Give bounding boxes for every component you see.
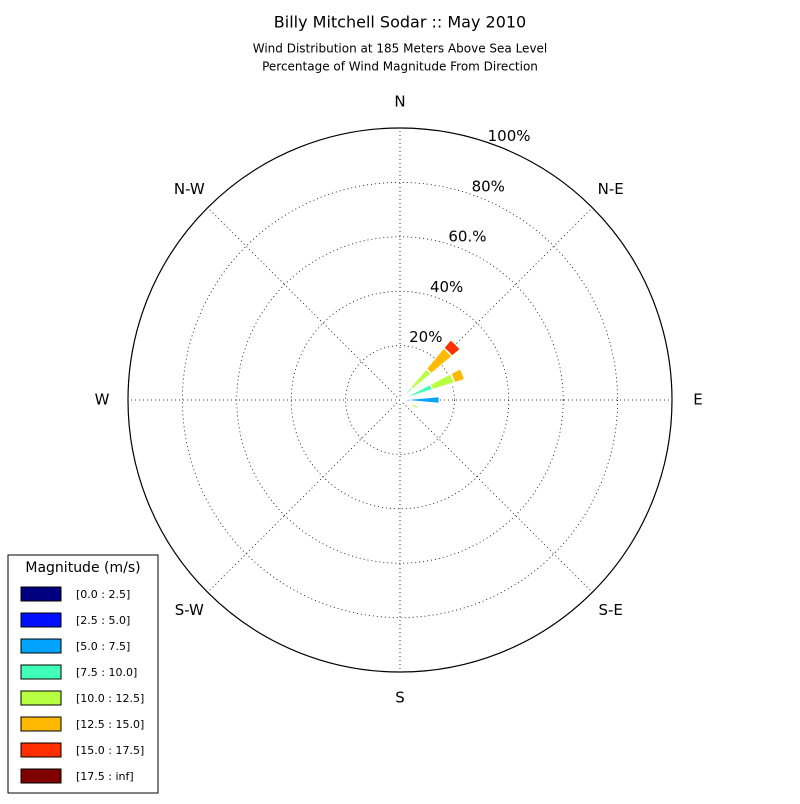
angle-label: N: [394, 93, 405, 111]
legend-swatch: [20, 716, 62, 732]
legend-label: [2.5 : 5.0]: [76, 614, 130, 627]
legend-swatch: [20, 638, 62, 654]
spoke: [207, 207, 401, 401]
legend-label: [12.5 : 15.0]: [76, 718, 144, 731]
grid-ring: [181, 181, 619, 619]
legend-label: [10.0 : 12.5]: [76, 692, 144, 705]
legend-swatch: [20, 742, 62, 758]
angle-label: E: [693, 391, 702, 409]
wedge: [410, 395, 441, 405]
wedge: [409, 402, 420, 410]
legend-swatch: [20, 664, 62, 680]
legend-label: [17.5 : inf]: [76, 770, 134, 783]
outer-ring: [127, 127, 673, 673]
spoke: [207, 399, 401, 593]
wedge: [442, 338, 462, 358]
legend-swatch: [20, 690, 62, 706]
r-tick-label: 60.%: [448, 228, 486, 246]
legend-swatch: [20, 612, 62, 628]
angle-label: N-W: [174, 180, 205, 198]
wedge: [404, 398, 412, 402]
angle-label: S-W: [175, 601, 204, 619]
angle-label: W: [95, 391, 110, 409]
legend-swatch: [20, 586, 62, 602]
grid-ring: [236, 236, 564, 564]
legend-label: [15.0 : 17.5]: [76, 744, 144, 757]
legend-swatch: [20, 768, 62, 784]
r-tick-label: 80%: [472, 177, 505, 195]
spoke: [399, 399, 593, 593]
r-tick-label: 100%: [488, 127, 531, 145]
angle-label: S: [395, 689, 405, 707]
chart-title: Billy Mitchell Sodar :: May 2010: [274, 13, 526, 32]
grid-ring: [345, 345, 455, 455]
r-tick-label: 20%: [409, 328, 442, 346]
legend-label: [5.0 : 7.5]: [76, 640, 130, 653]
chart-subtitle: Percentage of Wind Magnitude From Direct…: [262, 60, 538, 74]
r-tick-label: 40%: [430, 278, 463, 296]
legend-title: Magnitude (m/s): [25, 560, 140, 576]
angle-label: S-E: [599, 601, 623, 619]
legend-label: [7.5 : 10.0]: [76, 666, 137, 679]
legend-label: [0.0 : 2.5]: [76, 588, 130, 601]
angle-label: N-E: [598, 180, 624, 198]
wedge: [449, 367, 466, 384]
spoke: [399, 207, 593, 401]
chart-subtitle: Wind Distribution at 185 Meters Above Se…: [253, 42, 548, 56]
grid-ring: [290, 290, 510, 510]
wedge: [429, 372, 456, 391]
